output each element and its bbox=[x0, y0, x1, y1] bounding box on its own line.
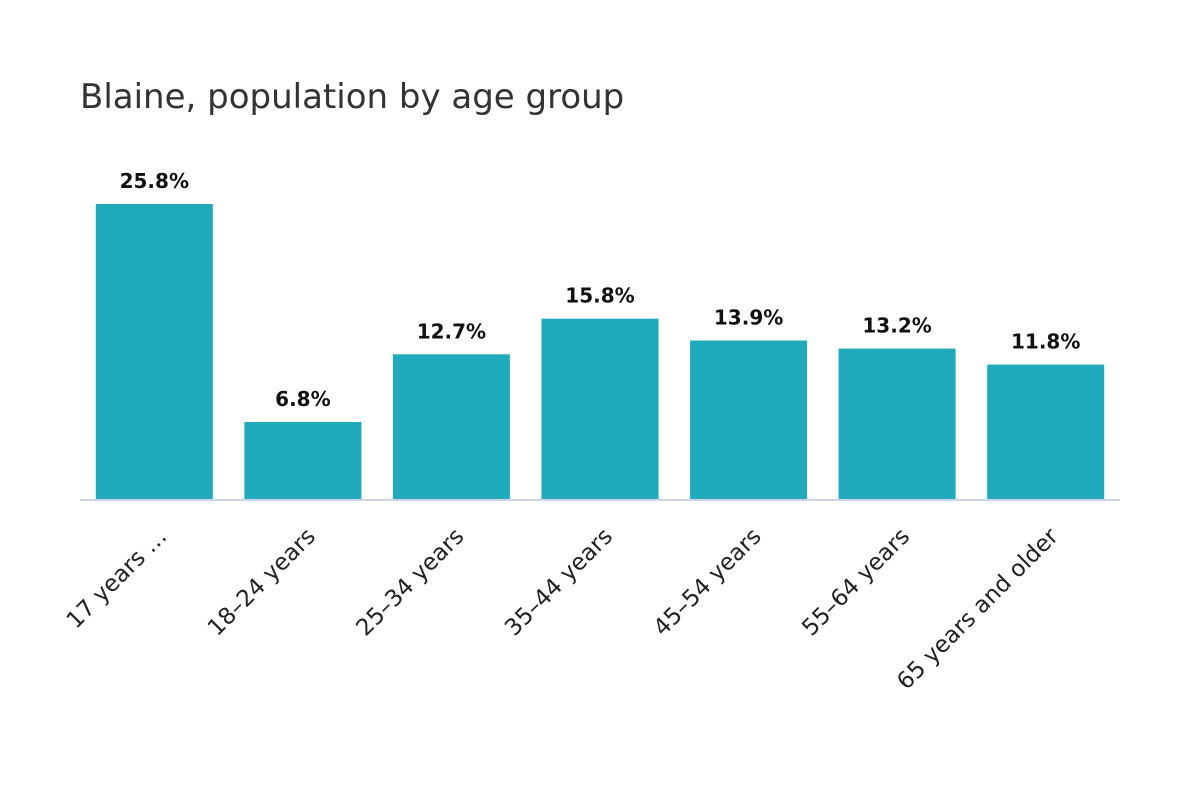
bar-value-label: 12.7% bbox=[417, 319, 486, 343]
bar-value-label: 15.8% bbox=[565, 284, 634, 308]
bar bbox=[244, 422, 362, 500]
bar-value-label: 13.2% bbox=[862, 314, 931, 338]
bar bbox=[541, 318, 659, 500]
x-tick-label: 65 years and older bbox=[892, 523, 1064, 695]
bar bbox=[392, 354, 510, 500]
bar-value-label: 13.9% bbox=[714, 306, 783, 330]
chart-title: Blaine, population by age group bbox=[80, 77, 624, 117]
x-tick-label: 55–64 years bbox=[797, 524, 915, 642]
bar bbox=[95, 204, 213, 500]
x-tick-label: 35–44 years bbox=[500, 524, 618, 642]
bars-group bbox=[95, 204, 1105, 500]
bar bbox=[838, 348, 956, 500]
value-labels-group: 25.8% 6.8% 12.7% 15.8% 13.9% 13.2% 11.8% bbox=[120, 169, 1081, 411]
bar-value-label: 6.8% bbox=[275, 387, 330, 411]
x-tick-label: 17 years … bbox=[62, 524, 172, 634]
x-tick-label: 18–24 years bbox=[203, 524, 321, 642]
bar-value-label: 25.8% bbox=[120, 169, 189, 193]
x-tick-labels-group: 17 years … 18–24 years 25–34 years 35–44 ye… bbox=[62, 523, 1064, 695]
x-tick-label: 45–54 years bbox=[649, 524, 767, 642]
bar-value-label: 11.8% bbox=[1011, 330, 1080, 354]
bar bbox=[690, 340, 808, 500]
bar bbox=[987, 364, 1105, 500]
x-tick-label: 25–34 years bbox=[352, 524, 470, 642]
